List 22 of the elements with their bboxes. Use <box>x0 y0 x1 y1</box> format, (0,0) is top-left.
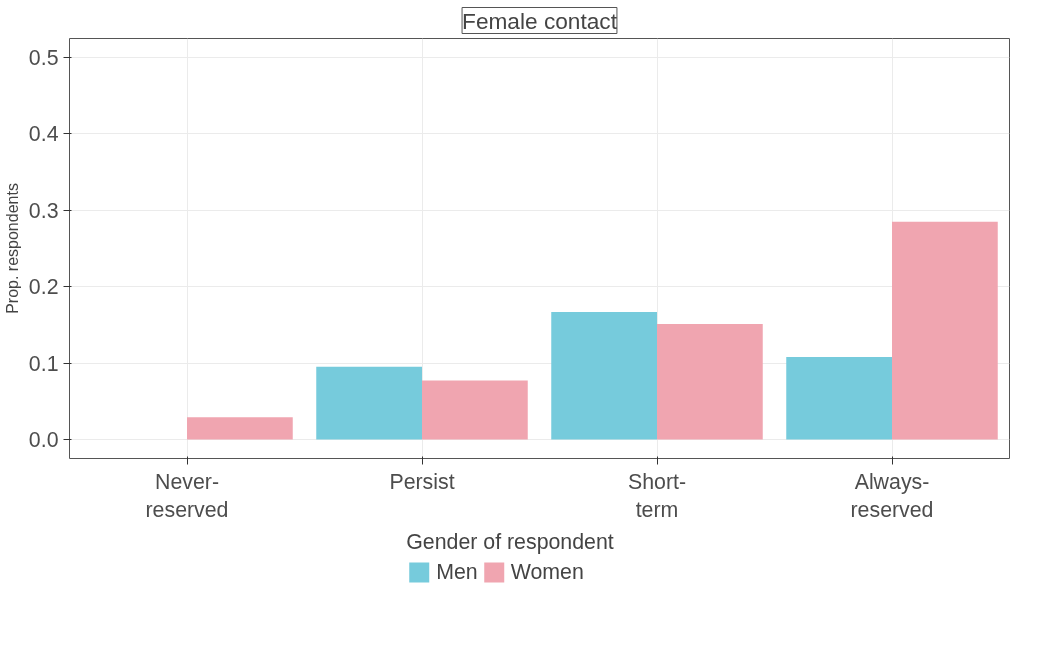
y-tick-label: 0.0 <box>28 427 59 452</box>
bar <box>657 324 763 440</box>
y-tick-label: 0.5 <box>28 46 59 71</box>
x-tick-label: Short- term <box>627 469 687 523</box>
x-tick-label: Never- reserved <box>145 469 229 523</box>
x-tick-label: Persist <box>389 469 455 494</box>
legend-title: Gender of respondent <box>406 529 614 555</box>
bar <box>892 221 998 440</box>
y-tick-label: 0.1 <box>28 351 59 376</box>
bar <box>551 311 657 440</box>
y-tick-label: 0.2 <box>28 275 59 300</box>
bar <box>786 356 892 440</box>
y-tick-label: 0.3 <box>28 198 59 223</box>
chart-title: Female contact <box>462 7 618 34</box>
legend-label: Men <box>436 559 478 585</box>
bar <box>187 417 293 440</box>
legend-label: Women <box>510 559 584 585</box>
y-axis-title: Prop. respondents <box>3 183 21 314</box>
x-tick-label: Always- reserved <box>850 469 934 523</box>
y-tick-label: 0.4 <box>28 122 59 147</box>
bar <box>422 380 528 440</box>
bar <box>316 366 422 440</box>
